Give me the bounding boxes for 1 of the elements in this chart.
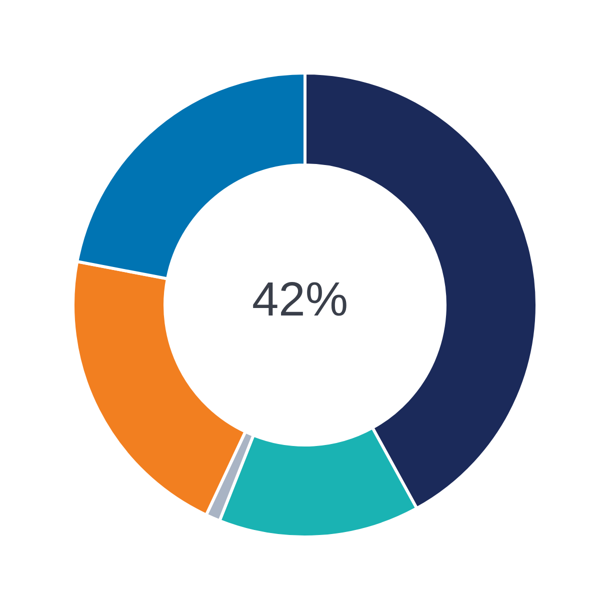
text: 42% <box>252 274 348 326</box>
